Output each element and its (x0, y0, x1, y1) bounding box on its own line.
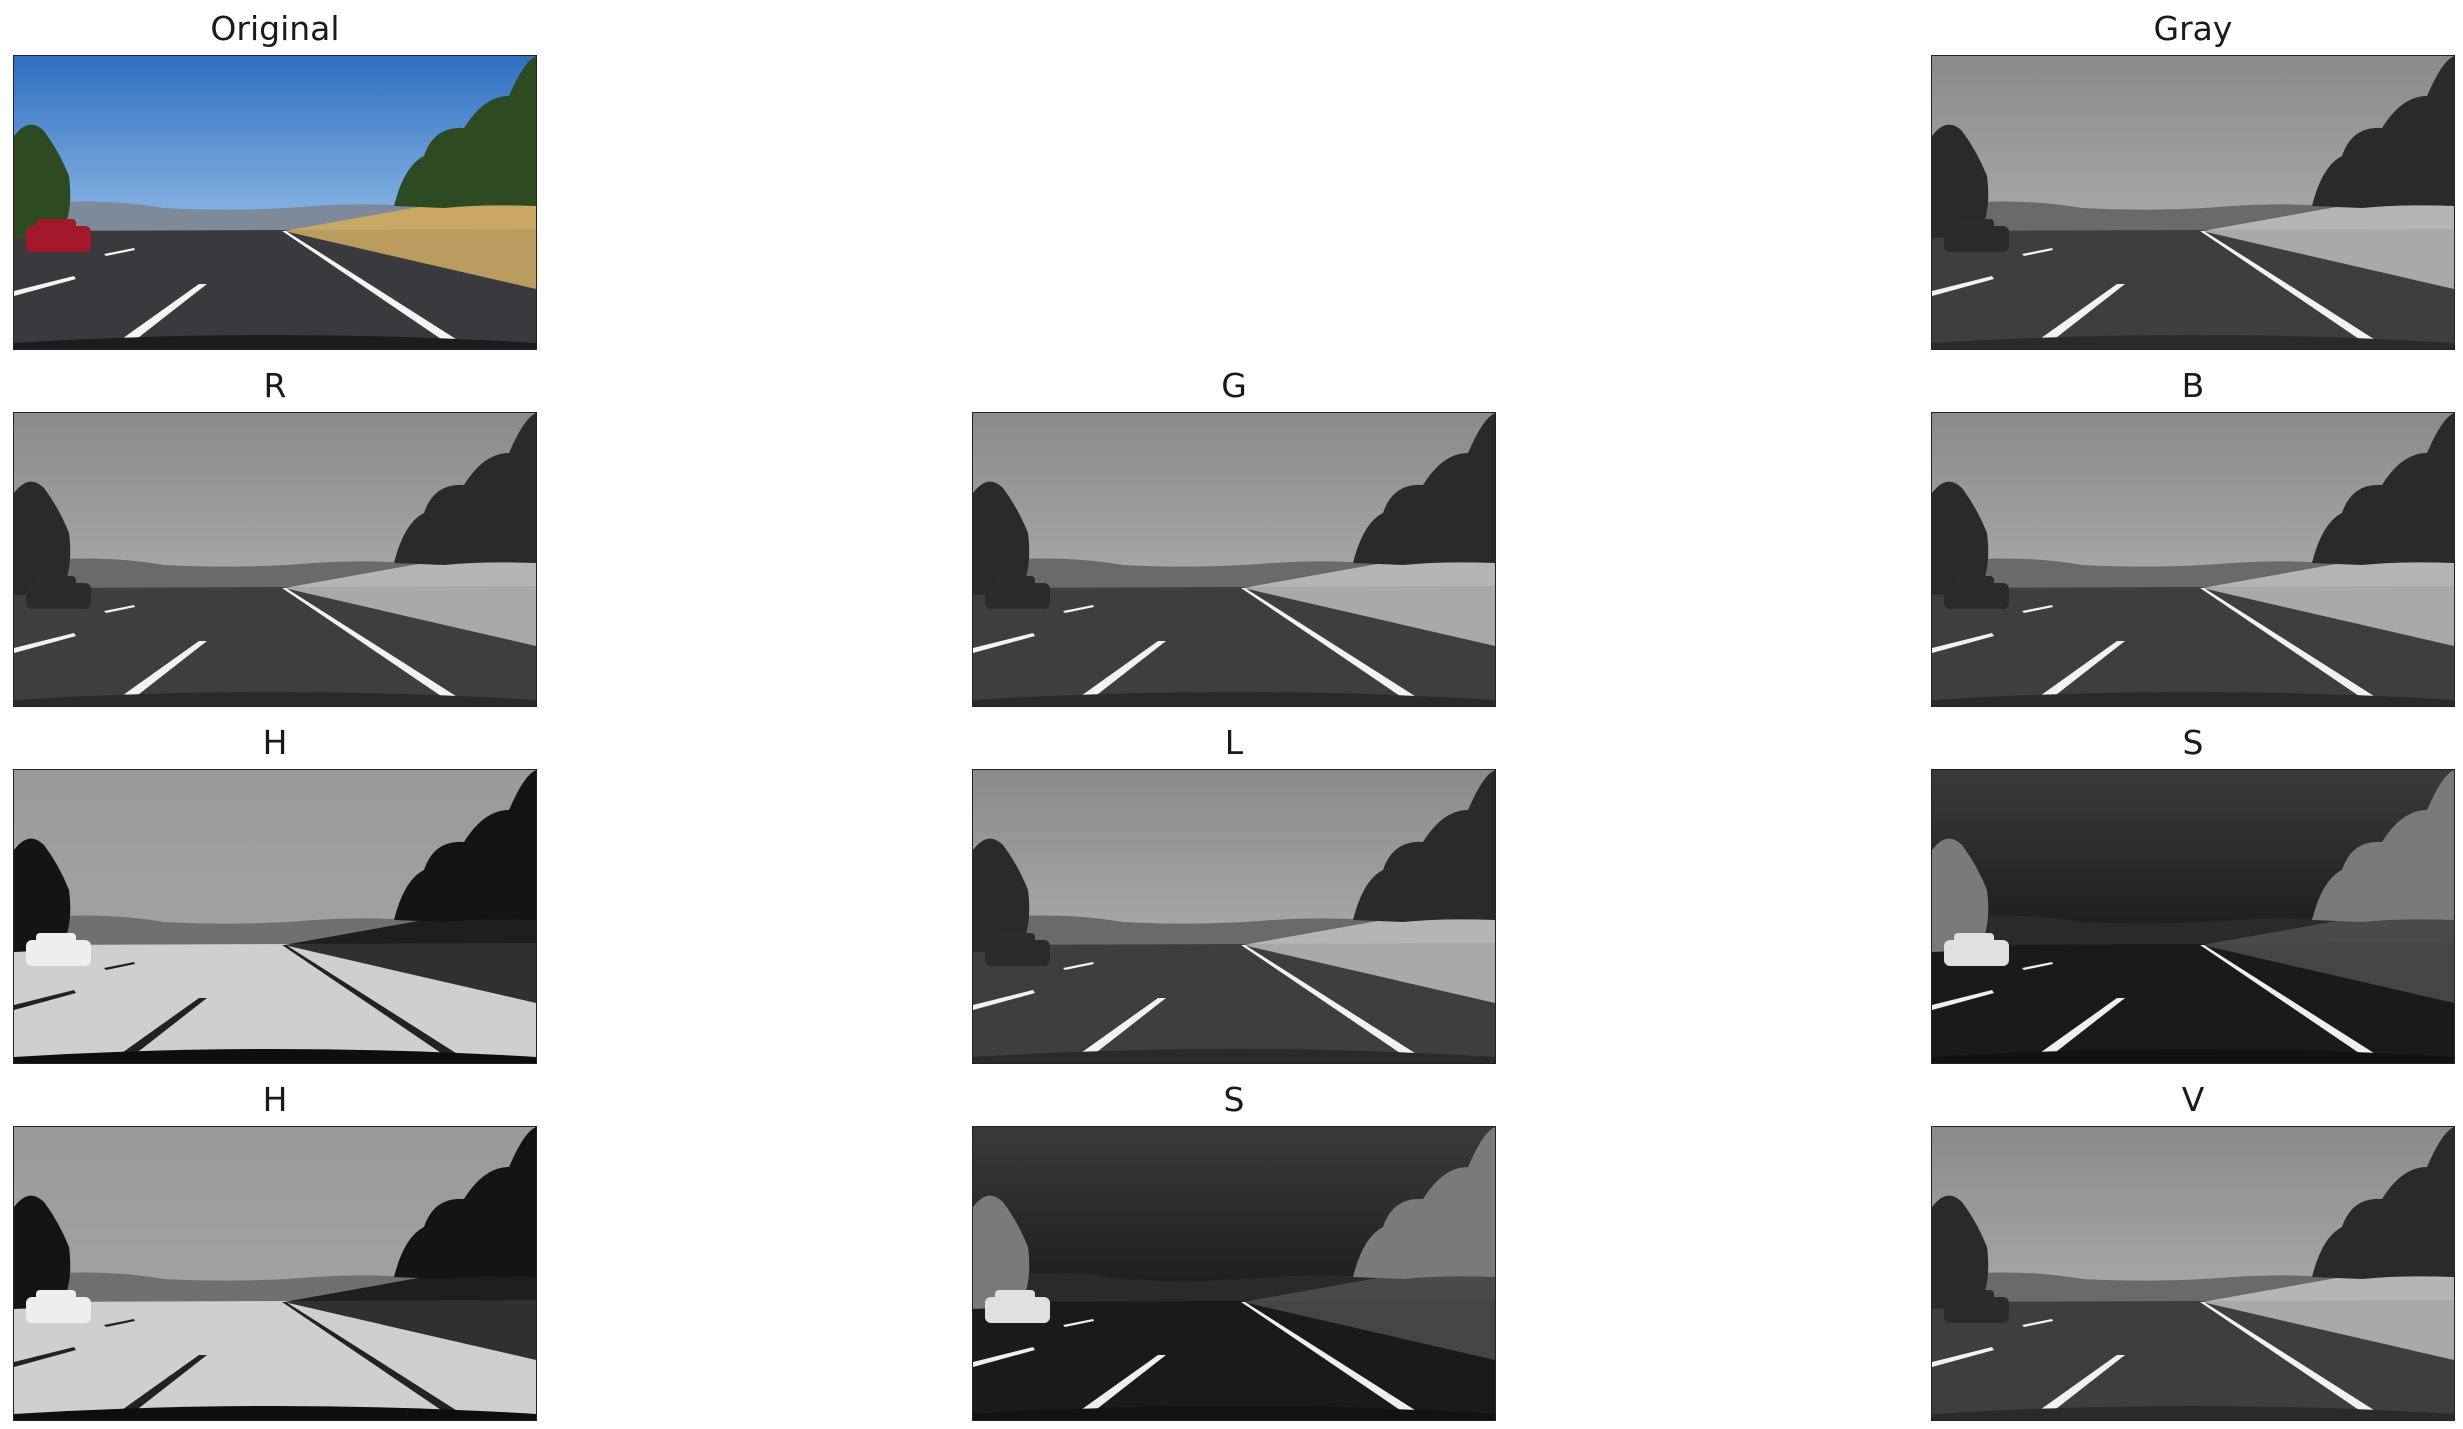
road-scene-image (1932, 1127, 2454, 1420)
road-image-b (1931, 412, 2455, 707)
panel-title: Original (210, 9, 340, 48)
panel-s-hls: S (1931, 720, 2455, 1070)
road-image-l (972, 769, 1496, 1064)
road-scene-image (1932, 56, 2454, 349)
road-image-r (13, 412, 537, 707)
road-image-original (13, 55, 537, 350)
road-image-s-hls (1931, 769, 2455, 1064)
panel-title: B (2181, 366, 2205, 405)
road-scene-image (14, 413, 536, 706)
panel-g: G (972, 363, 1496, 713)
panel-title: V (2181, 1080, 2205, 1119)
panel-s-hsv: S (972, 1077, 1496, 1427)
road-scene-image (14, 1127, 536, 1420)
road-image-g (972, 412, 1496, 707)
road-scene-image (14, 770, 536, 1063)
road-scene-image (1932, 413, 2454, 706)
panel-b: B (1931, 363, 2455, 713)
panel-h-hsv: H (13, 1077, 537, 1427)
panel-title: H (262, 723, 288, 762)
panel-gray: Gray (1931, 6, 2455, 356)
road-scene-image (973, 1127, 1495, 1420)
panel-title: H (262, 1080, 288, 1119)
road-scene-image (14, 56, 536, 349)
road-image-v (1931, 1126, 2455, 1421)
panel-title: Gray (2153, 9, 2233, 48)
panel-original: Original (13, 6, 537, 356)
road-image-h-hls (13, 769, 537, 1064)
road-image-s-hsv (972, 1126, 1496, 1421)
panel-title: S (2182, 723, 2204, 762)
panel-r: R (13, 363, 537, 713)
road-scene-image (973, 770, 1495, 1063)
panel-h-hls: H (13, 720, 537, 1070)
road-scene-image (1932, 770, 2454, 1063)
panel-l: L (972, 720, 1496, 1070)
panel-title: R (263, 366, 287, 405)
road-image-gray (1931, 55, 2455, 350)
panel-title: G (1221, 366, 1247, 405)
road-image-h-hsv (13, 1126, 537, 1421)
panel-title: S (1223, 1080, 1245, 1119)
panel-v: V (1931, 1077, 2455, 1427)
road-scene-image (973, 413, 1495, 706)
panel-title: L (1224, 723, 1244, 762)
